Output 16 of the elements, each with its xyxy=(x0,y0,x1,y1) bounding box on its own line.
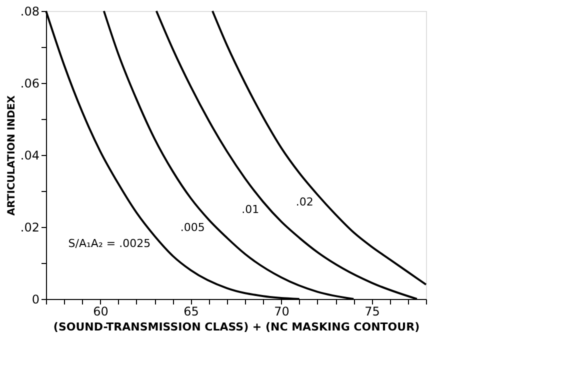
x-tick-label: 60 xyxy=(93,304,108,318)
y-tick-label: .08 xyxy=(20,4,40,18)
y-axis-title: ARTICULATION INDEX xyxy=(6,95,18,216)
x-tick-label: 65 xyxy=(184,304,199,318)
y-tick-label: .06 xyxy=(20,76,40,90)
x-tick-label: 75 xyxy=(364,304,380,318)
series-label: S/A₁A₂ = .0025 xyxy=(68,237,151,250)
x-tick-label: 70 xyxy=(274,304,290,318)
x-axis-title: (SOUND-TRANSMISSION CLASS) + (NC MASKING CONTOUR) xyxy=(53,320,420,334)
series-label: .02 xyxy=(296,196,314,209)
y-tick-label: 0 xyxy=(32,292,40,306)
line-series xyxy=(211,10,427,286)
y-tick-label: .02 xyxy=(20,220,40,234)
series-label: .01 xyxy=(242,202,260,216)
y-tick-label: .04 xyxy=(20,148,40,162)
series-label: .005 xyxy=(180,220,205,234)
